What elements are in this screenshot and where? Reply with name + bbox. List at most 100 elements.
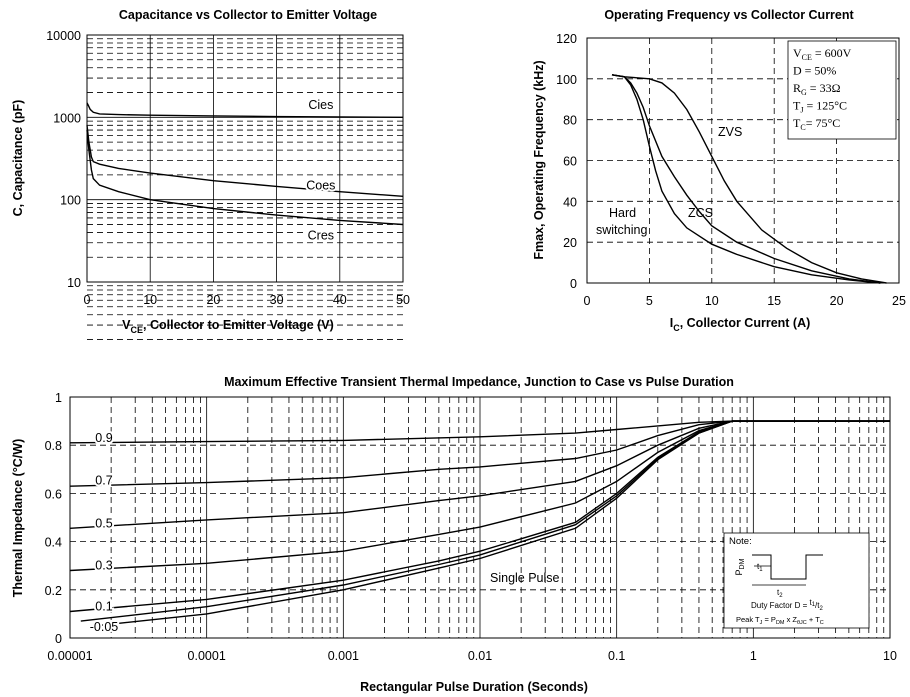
frequency-x-tick: 15 bbox=[767, 294, 781, 308]
frequency-x-tick-labels: 0 5 10 15 20 25 bbox=[584, 294, 906, 308]
capacitance-chart-title: Capacitance vs Collector to Emitter Volt… bbox=[119, 8, 377, 22]
frequency-curves bbox=[611, 74, 887, 284]
thermal-x-tick: 0.1 bbox=[608, 649, 625, 663]
condition-line: VCE = 600V bbox=[793, 46, 852, 62]
thermal-x-tick: 10 bbox=[883, 649, 897, 663]
thermal-x-axis-label: Rectangular Pulse Duration (Seconds) bbox=[360, 680, 588, 694]
condition-line: D = 50% bbox=[793, 64, 836, 78]
thermal-x-tick: 0.0001 bbox=[188, 649, 226, 663]
frequency-y-tick: 100 bbox=[556, 73, 577, 87]
frequency-x-tick: 5 bbox=[646, 294, 653, 308]
capacitance-plot-frame bbox=[86, 34, 404, 283]
note-pdm-label: PDM bbox=[734, 558, 746, 575]
capacitance-chart: Capacitance vs Collector to Emitter Volt… bbox=[11, 8, 410, 340]
frequency-chart: Operating Frequency vs Collector Current… bbox=[532, 8, 906, 333]
thermal-y-axis-label: Thermal Impedance (°C/W) bbox=[11, 439, 25, 598]
frequency-y-tick: 120 bbox=[556, 32, 577, 46]
capacitance-y-tick: 1000 bbox=[53, 111, 81, 125]
curve-cies bbox=[86, 102, 404, 118]
condition-line: TC= 75°C bbox=[793, 116, 840, 132]
frequency-x-tick: 20 bbox=[830, 294, 844, 308]
capacitance-x-tick: 30 bbox=[270, 293, 284, 307]
capacitance-x-tick: 0 bbox=[84, 293, 91, 307]
frequency-x-tick: 10 bbox=[705, 294, 719, 308]
capacitance-x-tick: 40 bbox=[333, 293, 347, 307]
curve-zvs bbox=[611, 74, 887, 284]
frequency-x-axis-text: Collector Current (A) bbox=[687, 316, 811, 330]
frequency-conditions-box: VCE = 600V D = 50% RG = 33Ω TJ = 125°CTC= 7… bbox=[787, 40, 897, 140]
frequency-x-tick: 0 bbox=[584, 294, 591, 308]
note-t2-label: t2 bbox=[777, 588, 783, 599]
capacitance-curves bbox=[86, 102, 404, 226]
annotation-hard: Hard bbox=[609, 206, 636, 220]
thermal-y-tick: 1 bbox=[55, 391, 62, 405]
frequency-x-axis-label: IC, Collector Current (A) bbox=[670, 316, 811, 333]
thermal-impedance-chart: Maximum Effective Transient Thermal Impe… bbox=[11, 375, 897, 694]
annotation-switching: switching bbox=[596, 223, 647, 237]
capacitance-y-tick: 10000 bbox=[46, 29, 81, 43]
curve-cres bbox=[86, 130, 404, 226]
frequency-curve-annotations: ZVS ZCS Hard switching bbox=[596, 125, 742, 237]
thermal-x-tick-labels: 0.00001 0.0001 0.001 0.01 0.1 1 10 bbox=[47, 649, 897, 663]
frequency-chart-title: Operating Frequency vs Collector Current bbox=[604, 8, 854, 22]
duty-label: 0.9 bbox=[95, 431, 112, 445]
frequency-y-tick: 20 bbox=[563, 236, 577, 250]
thermal-y-tick: 0.2 bbox=[45, 584, 62, 598]
capacitance-grid bbox=[87, 35, 403, 340]
capacitance-x-tick: 10 bbox=[143, 293, 157, 307]
frequency-y-tick: 0 bbox=[570, 277, 577, 291]
capacitance-y-tick: 10 bbox=[67, 276, 81, 290]
frequency-conditions-lines: VCE = 600V D = 50% RG = 33Ω TJ = 125°CTC= 7… bbox=[793, 46, 852, 132]
note-pulse-waveform bbox=[752, 554, 823, 580]
capacitance-x-axis-subscript: CE bbox=[131, 325, 144, 335]
annotation-single-pulse: Single Pulse bbox=[490, 571, 560, 585]
note-duty-factor: Duty Factor D = t1/t2 bbox=[751, 598, 824, 612]
condition-line: RG = 33Ω bbox=[793, 81, 841, 97]
duty-label: 0.7 bbox=[95, 474, 112, 488]
capacitance-y-axis-label: C, Capacitance (pF) bbox=[11, 100, 25, 217]
note-title: Note: bbox=[729, 536, 752, 547]
note-box: Note: PDM t1 t2 Duty Factor D = t1/t2 Pe… bbox=[723, 532, 870, 629]
capacitance-x-tick: 50 bbox=[396, 293, 410, 307]
thermal-x-tick: 0.001 bbox=[328, 649, 359, 663]
capacitance-x-axis-label: VCE, Collector to Emitter Voltage (V) bbox=[122, 318, 334, 335]
label-coes: Coes bbox=[306, 179, 335, 193]
annotation-zcs: ZCS bbox=[688, 206, 713, 220]
thermal-plot-frame bbox=[69, 396, 891, 639]
duty-label: 0.3 bbox=[95, 558, 112, 572]
thermal-x-tick: 1 bbox=[750, 649, 757, 663]
capacitance-x-axis-text: Collector to Emitter Voltage (V) bbox=[150, 318, 334, 332]
frequency-plot-frame bbox=[586, 37, 900, 284]
capacitance-x-tick-labels: 0 10 20 30 40 50 bbox=[84, 293, 410, 307]
capacitance-y-tick-labels: 10 100 1000 10000 bbox=[46, 29, 81, 290]
label-cres: Cres bbox=[308, 228, 334, 242]
capacitance-x-tick: 20 bbox=[206, 293, 220, 307]
thermal-curves bbox=[69, 420, 890, 627]
frequency-y-axis-label: Fmax, Operating Frequency (kHz) bbox=[532, 60, 546, 259]
duty-label: 0.5 bbox=[95, 516, 112, 530]
label-cies: Cies bbox=[308, 98, 333, 112]
curve-duty-single-pulse bbox=[94, 420, 890, 627]
thermal-grid bbox=[70, 397, 890, 638]
note-peak-formula: Peak TJ = PDM x ZθJC + TC bbox=[736, 615, 824, 626]
thermal-curve-labels: 0.9 0.7 0.5 0.3 0.1 -0.05 bbox=[88, 429, 121, 636]
frequency-x-axis-symbol: I bbox=[670, 316, 673, 330]
thermal-y-tick-labels: 0 0.2 0.4 0.6 0.8 1 bbox=[45, 391, 62, 646]
thermal-x-tick: 0.01 bbox=[468, 649, 492, 663]
thermal-y-tick: 0.4 bbox=[45, 536, 62, 550]
frequency-y-tick: 80 bbox=[563, 114, 577, 128]
note-t1-label: t1 bbox=[757, 562, 763, 573]
thermal-x-tick: 0.00001 bbox=[47, 649, 92, 663]
curve-hard-switching bbox=[611, 74, 881, 284]
curve-coes bbox=[86, 125, 404, 197]
annotation-zvs: ZVS bbox=[718, 125, 742, 139]
duty-label: -0.05 bbox=[90, 620, 119, 634]
frequency-y-tick: 40 bbox=[563, 195, 577, 209]
frequency-x-axis-subscript: C bbox=[673, 323, 680, 333]
thermal-y-tick: 0.8 bbox=[45, 439, 62, 453]
capacitance-x-axis-symbol: V bbox=[122, 318, 131, 332]
condition-line: TJ = 125°C bbox=[793, 99, 847, 115]
thermal-y-tick: 0.6 bbox=[45, 487, 62, 501]
thermal-chart-title: Maximum Effective Transient Thermal Impe… bbox=[224, 375, 734, 389]
